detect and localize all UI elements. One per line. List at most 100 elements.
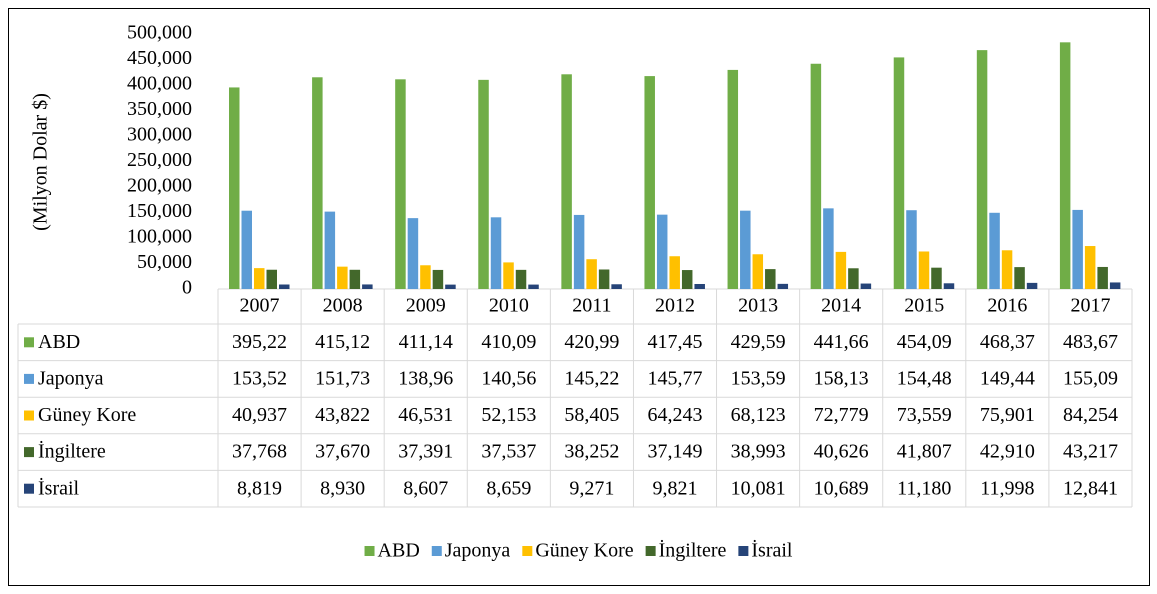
legend-swatch [364,546,375,556]
bar [528,284,539,289]
legend-label: İsrail [751,539,793,562]
table-cell: 38,252 [564,441,619,463]
x-tick-label: 2017 [1070,295,1110,317]
y-tick-label: 250,000 [127,149,192,171]
table-row-label: ABD [38,331,80,353]
frame [8,8,1150,586]
table-cell: 395,22 [232,331,287,353]
bar [976,50,988,289]
table-cell: 454,09 [897,331,952,353]
bar [1059,42,1071,289]
table-key [24,447,34,458]
table-key [24,483,34,494]
table-cell: 154,48 [897,367,952,389]
bar [266,269,277,289]
bar [445,284,456,289]
table-cell: 10,081 [731,477,786,499]
bar [229,87,240,289]
table-cell: 41,807 [897,441,952,463]
y-tick-label: 50,000 [137,251,192,273]
bar [1109,282,1121,289]
table-cell: 37,537 [481,441,536,463]
legend-swatch [522,546,533,556]
y-tick-label: 500,000 [127,22,192,44]
table-cell: 415,12 [315,331,370,353]
bar [420,265,431,289]
bar [943,283,955,289]
table-cell: 8,819 [237,477,282,499]
bar [765,269,776,289]
bar [561,74,572,289]
bar [656,214,668,289]
bar [611,284,622,289]
bar [1001,250,1013,289]
x-tick-label: 2013 [738,295,778,317]
bar [254,268,265,289]
table-cell: 145,22 [564,367,619,389]
table-cell: 84,254 [1063,404,1118,426]
table-row-label: İngiltere [38,440,106,463]
y-axis-label: (Milyon Dolar $) [30,93,52,231]
legend-label: Japonya [445,540,511,562]
bar [644,76,655,290]
y-tick-label: 100,000 [127,226,192,248]
bar [1097,266,1108,289]
bar [694,283,705,289]
y-tick-label: 300,000 [127,124,192,146]
bar [312,77,323,289]
bar [918,251,930,289]
table-cell: 75,901 [980,404,1035,426]
bar [1072,209,1083,289]
table-cell: 429,59 [731,331,786,353]
table-cell: 140,56 [481,367,536,389]
bar [490,217,502,289]
table-cell: 58,405 [564,404,619,426]
table-cell: 153,59 [731,367,786,389]
table-cell: 37,670 [315,441,370,463]
bar [835,251,847,289]
table-cell: 158,13 [814,367,869,389]
bar [573,214,585,289]
bar [893,57,905,290]
bar [478,79,489,290]
table-cell: 441,66 [814,331,869,353]
table-cell: 149,44 [980,367,1035,389]
legend-label: İngiltere [659,539,727,562]
bar [337,266,348,289]
bar [432,269,444,289]
bar [349,269,361,289]
table-cell: 151,73 [315,367,370,389]
y-tick-label: 400,000 [127,73,192,95]
table-cell: 10,689 [814,477,869,499]
y-tick-label: 350,000 [127,98,192,120]
x-tick-label: 2011 [572,295,611,317]
bar [503,262,514,289]
bar [1014,267,1025,289]
bar [1084,246,1096,289]
bar [681,270,693,289]
legend-label: ABD [378,540,420,562]
bar [989,212,1000,289]
table-cell: 37,391 [398,441,453,463]
table-cell: 8,659 [486,477,531,499]
bar [598,269,610,289]
table-cell: 37,149 [648,441,703,463]
table-cell: 43,822 [315,404,370,426]
table-key [24,337,34,348]
x-tick-label: 2016 [987,295,1027,317]
table-row-label: Güney Kore [38,404,136,426]
bar [727,69,739,289]
legend-swatch [645,546,656,556]
table-cell: 9,821 [653,477,698,499]
table-cell: 40,626 [814,441,869,463]
table-cell: 11,180 [897,477,951,499]
x-tick-label: 2010 [489,295,529,317]
table-cell: 8,607 [403,477,448,499]
legend-swatch [738,546,749,556]
bar [1026,282,1038,289]
bar [906,210,917,289]
table-key [24,410,34,421]
x-tick-label: 2007 [240,295,280,317]
x-tick-label: 2012 [655,295,695,317]
